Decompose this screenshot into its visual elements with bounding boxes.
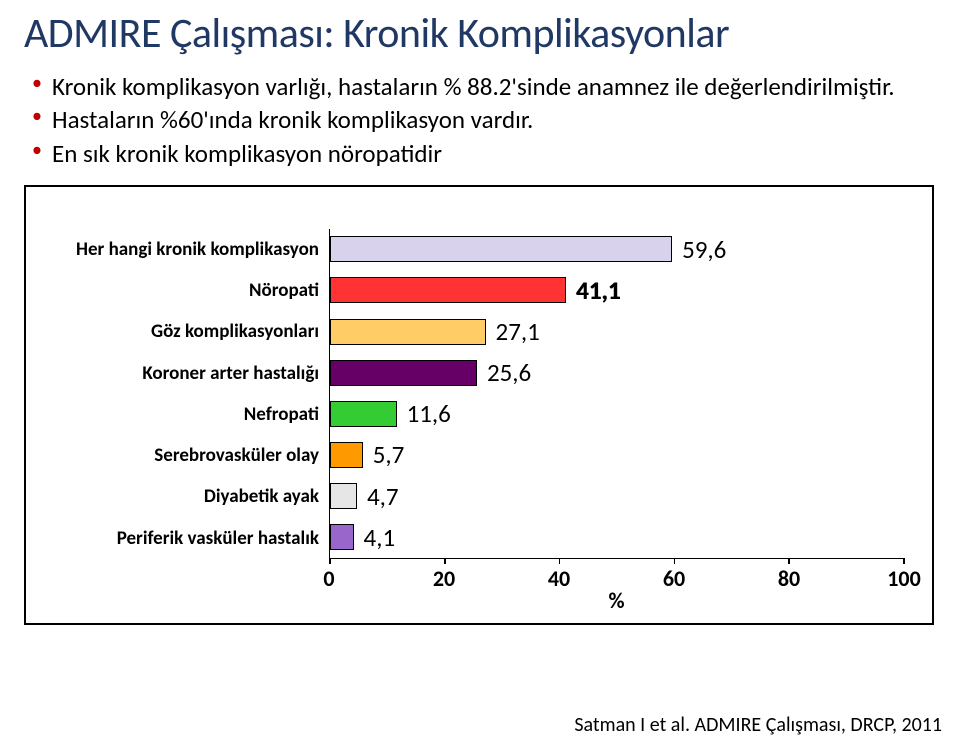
bar-value-label: 59,6 bbox=[682, 234, 726, 265]
bar bbox=[330, 483, 357, 509]
category-label: Nefropati bbox=[54, 403, 329, 426]
bars: 59,6 41,1 27,1 25,6 11,65,7 4,7 4,1 bbox=[330, 229, 904, 558]
bullet-item: En sık kronik komplikasyon nöropatidir bbox=[32, 138, 936, 169]
y-axis-labels: Her hangi kronik komplikasyon Nöropati Göz… bbox=[54, 229, 329, 559]
category-label: Serebrovasküler olay bbox=[54, 444, 329, 467]
bar bbox=[330, 319, 486, 345]
citation: Satman I et al. ADMIRE Çalışması, DRCP, … bbox=[574, 713, 942, 737]
bar-value-label: 25,6 bbox=[487, 357, 531, 388]
bar bbox=[330, 236, 672, 262]
x-axis-title: % bbox=[329, 587, 904, 614]
bar-row: 11,6 bbox=[330, 401, 904, 427]
category-label: Göz komplikasyonları bbox=[54, 320, 329, 343]
bar-value-label: 11,6 bbox=[407, 398, 451, 429]
bar bbox=[330, 524, 354, 550]
x-tick-labels: 020406080100 bbox=[329, 559, 904, 587]
category-label: Diyabetik ayak bbox=[54, 485, 329, 508]
bar-value-label: 4,7 bbox=[367, 481, 399, 512]
category-label: Nöropati bbox=[54, 279, 329, 302]
bar bbox=[330, 401, 397, 427]
bar bbox=[330, 442, 363, 468]
bar-row: 4,1 bbox=[330, 524, 904, 550]
category-label: Her hangi kronik komplikasyon bbox=[54, 238, 329, 261]
bar-row: 25,6 bbox=[330, 360, 904, 386]
chart-container: Her hangi kronik komplikasyon Nöropati Göz… bbox=[24, 185, 934, 625]
bullet-item: Kronik komplikasyon varlığı, hastaların … bbox=[32, 71, 936, 102]
bar-value-label: 41,1 bbox=[576, 275, 620, 306]
chart-area: Her hangi kronik komplikasyon Nöropati Göz… bbox=[54, 229, 904, 559]
bar-value-label: 27,1 bbox=[496, 316, 540, 347]
bar-row: 4,7 bbox=[330, 483, 904, 509]
plot-area: 59,6 41,1 27,1 25,6 11,65,7 4,7 4,1 bbox=[329, 229, 904, 559]
bullet-list: Kronik komplikasyon varlığı, hastaların … bbox=[24, 71, 936, 169]
bar-value-label: 5,7 bbox=[373, 439, 405, 470]
slide-title: ADMIRE Çalışması: Kronik Komplikasyonlar bbox=[24, 8, 936, 59]
bar-value-label: 4,1 bbox=[364, 522, 396, 553]
slide: ADMIRE Çalışması: Kronik Komplikasyonlar… bbox=[0, 0, 960, 747]
bar-row: 27,1 bbox=[330, 319, 904, 345]
category-label: Koroner arter hastalığı bbox=[54, 362, 329, 385]
bar-row: 41,1 bbox=[330, 277, 904, 303]
bar-row: 5,7 bbox=[330, 442, 904, 468]
category-label: Periferik vasküler hastalık bbox=[54, 527, 329, 550]
bullet-item: Hastaların %60'ında kronik komplikasyon … bbox=[32, 104, 936, 135]
bar-row: 59,6 bbox=[330, 236, 904, 262]
bar bbox=[330, 360, 477, 386]
bar bbox=[330, 277, 566, 303]
